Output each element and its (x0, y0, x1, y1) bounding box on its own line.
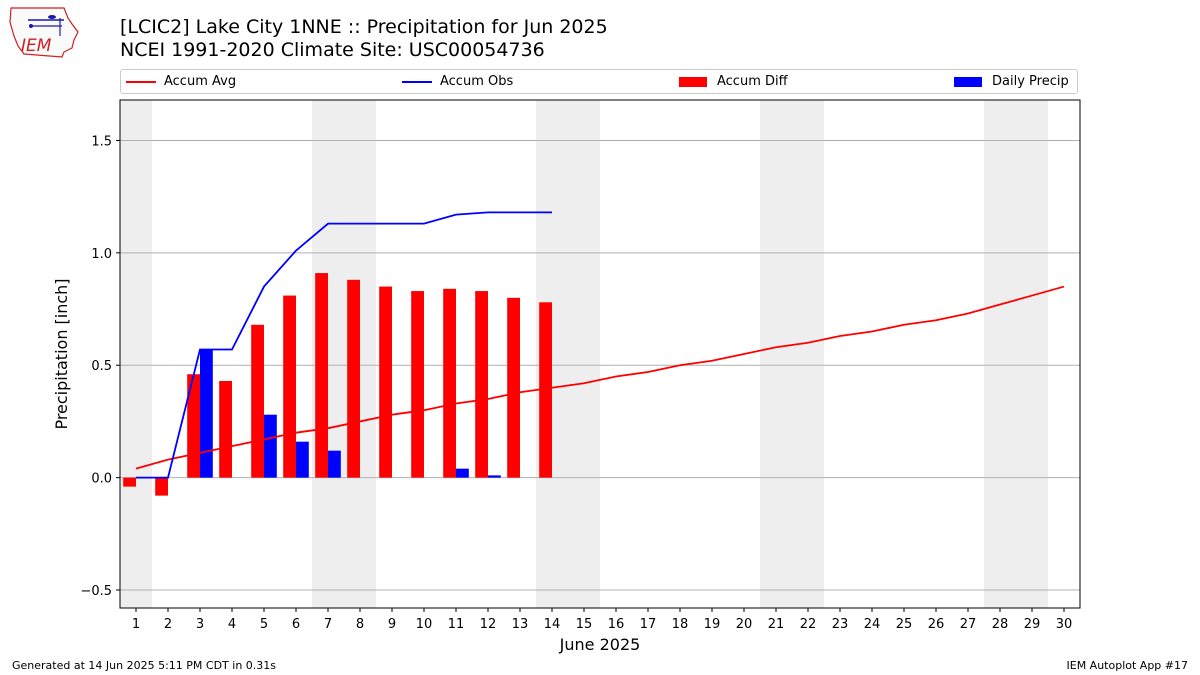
x-tick-label: 16 (608, 617, 625, 632)
accum-diff-bar (443, 288, 456, 478)
weekend-shading (120, 100, 152, 608)
x-tick-label: 1 (132, 617, 140, 632)
legend-label: Accum Diff (717, 74, 788, 89)
accum-obs-line (136, 211, 552, 479)
x-tick-label: 8 (356, 617, 364, 632)
daily-precip-bar (296, 441, 309, 478)
x-tick-label: 11 (448, 617, 465, 632)
daily-precip-bar (264, 414, 277, 478)
accum-diff-bar (347, 279, 360, 478)
weekend-shading (984, 100, 1048, 608)
legend-swatch-accum-obs (402, 81, 432, 83)
x-tick-label: 15 (576, 617, 593, 632)
accum-diff-bar (251, 324, 264, 478)
daily-precip-bar (200, 349, 213, 478)
x-tick-label: 18 (672, 617, 689, 632)
x-tick-label: 30 (1056, 617, 1073, 632)
accum-diff-bar (187, 374, 200, 478)
accum-diff-bar (155, 477, 168, 496)
legend-swatch-accum-avg (126, 81, 156, 83)
accum-diff-bar (315, 273, 328, 478)
logo-bird-icon (48, 15, 56, 19)
y-tick-label: 0.0 (91, 472, 112, 487)
x-tick-label: 6 (292, 617, 300, 632)
y-tick-label: 0.5 (91, 359, 112, 374)
accum-diff-bar (539, 302, 552, 478)
footer-generated: Generated at 14 Jun 2025 5:11 PM CDT in … (12, 659, 277, 672)
x-tick-label: 28 (992, 617, 1009, 632)
plot-frame (119, 99, 1081, 609)
x-tick-label: 19 (704, 617, 721, 632)
legend-label: Accum Avg (164, 74, 237, 89)
x-tick-label: 20 (736, 617, 753, 632)
weekend-shading (760, 100, 824, 608)
daily-precip-bar (328, 450, 341, 478)
accum-avg-line (135, 285, 1065, 470)
x-tick-label: 5 (260, 617, 268, 632)
x-tick-label: 12 (480, 617, 497, 632)
x-tick-label: 9 (388, 617, 396, 632)
y-tick-label: 1.0 (91, 247, 112, 262)
x-tick-label: 13 (512, 617, 529, 632)
x-tick-label: 21 (768, 617, 785, 632)
y-axis-label: Precipitation [inch] (52, 278, 71, 429)
x-tick-label: 2 (164, 617, 172, 632)
accum-diff-bar (283, 295, 296, 478)
logo-text: IEM (21, 36, 52, 56)
y-tick-label: −0.5 (80, 584, 112, 599)
accum-diff-bar (379, 286, 392, 478)
x-tick-label: 27 (960, 617, 977, 632)
x-axis-label: June 2025 (559, 635, 641, 654)
x-tick-label: 25 (896, 617, 913, 632)
y-tick-label: 1.5 (91, 134, 112, 149)
footer-app: IEM Autoplot App #17 (1066, 659, 1189, 672)
x-tick-label: 29 (1024, 617, 1041, 632)
chart-subtitle: NCEI 1991-2020 Climate Site: USC00054736 (120, 39, 545, 61)
accum-diff-bar (123, 477, 136, 487)
accum-diff-bar (507, 297, 520, 478)
legend: Accum Avg Accum Obs Accum Diff Daily Pre… (120, 69, 1078, 94)
x-tick-label: 26 (928, 617, 945, 632)
chart-title: [LCIC2] Lake City 1NNE :: Precipitation … (120, 16, 608, 38)
daily-precip-bar (456, 468, 469, 478)
x-tick-label: 4 (228, 617, 236, 632)
x-tick-label: 10 (416, 617, 433, 632)
x-tick-label: 24 (864, 617, 881, 632)
accum-diff-bar (475, 291, 488, 478)
x-tick-label: 22 (800, 617, 817, 632)
x-tick-label: 14 (544, 617, 561, 632)
legend-label: Accum Obs (440, 74, 514, 89)
accum-diff-bar (411, 291, 424, 478)
x-tick-label: 3 (196, 617, 204, 632)
x-tick-label: 23 (832, 617, 849, 632)
legend-swatch-daily-precip (954, 77, 982, 87)
accum-diff-bar (219, 380, 232, 478)
daily-precip-bar (488, 475, 501, 478)
legend-label: Daily Precip (992, 74, 1069, 89)
legend-swatch-accum-diff (679, 77, 707, 87)
iem-logo: IEM (9, 7, 79, 58)
x-tick-label: 7 (324, 617, 332, 632)
x-tick-label: 17 (640, 617, 657, 632)
